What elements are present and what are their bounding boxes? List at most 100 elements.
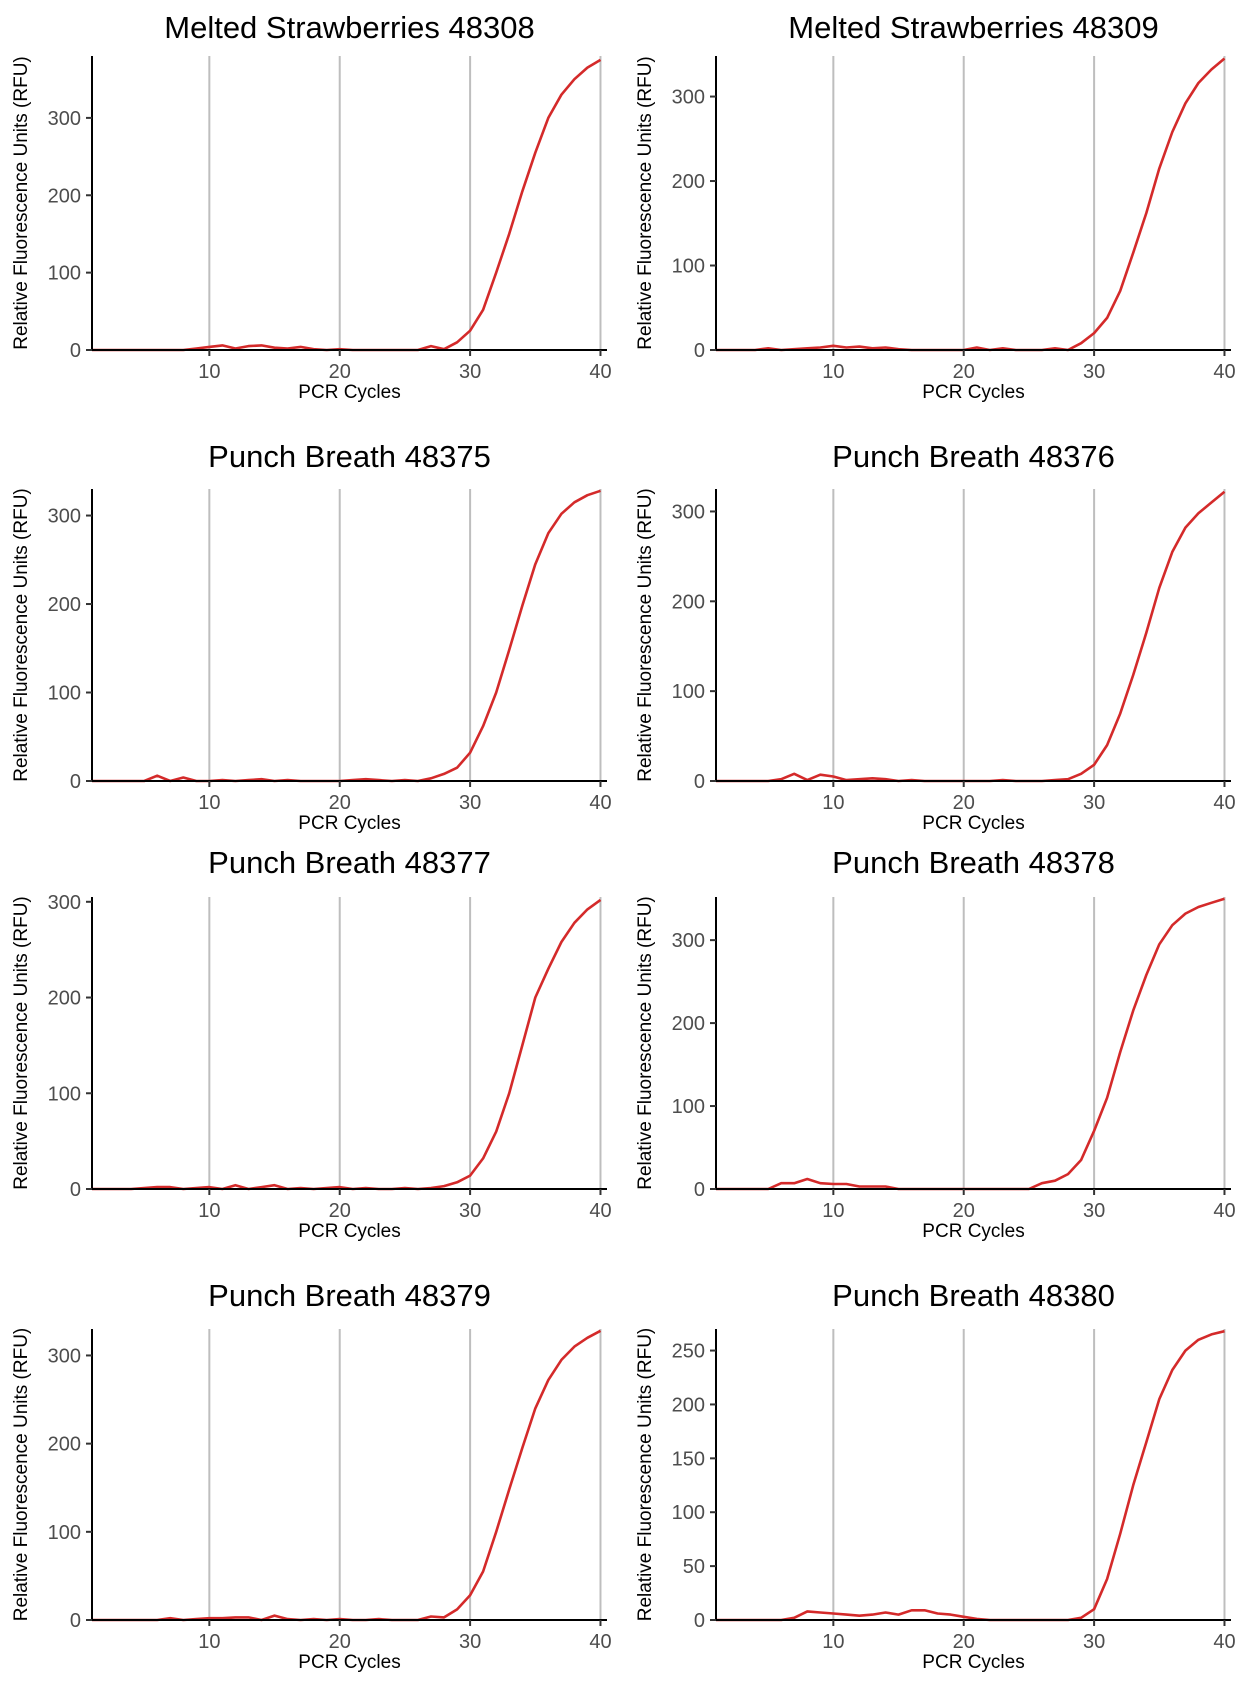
y-axis-label: Relative Fluorescence Units (RFU) (11, 488, 32, 782)
data-curve (716, 1329, 1225, 1622)
y-tick-label: 300 (672, 87, 705, 109)
panel-title: Melted Strawberries 48308 (164, 10, 534, 45)
y-tick-label: 100 (48, 1083, 81, 1105)
x-axis-label: PCR Cycles (298, 1221, 400, 1242)
panel-title: Punch Breath 48377 (208, 845, 491, 880)
panel-1: Melted Strawberries 48308 10 20 30 40 0 100 200… (11, 10, 612, 403)
panel-title: Punch Breath 48378 (832, 845, 1115, 880)
x-tick-label: 10 (198, 361, 220, 383)
y-tick-label: 0 (70, 771, 81, 793)
x-axis-label: PCR Cycles (298, 382, 400, 403)
y-tick-label: 100 (672, 681, 705, 703)
x-tick-label: 40 (1213, 361, 1235, 383)
x-tick-label: 30 (1083, 792, 1105, 814)
x-axis-label: PCR Cycles (922, 1652, 1024, 1673)
y-axis-label: Relative Fluorescence Units (RFU) (635, 896, 656, 1190)
x-tick-label: 30 (459, 792, 481, 814)
y-tick-label: 300 (48, 108, 81, 130)
panel-5: Punch Breath 48377 10 20 30 40 0 100 200 300 PCR … (11, 845, 612, 1242)
y-tick-label: 300 (672, 501, 705, 523)
panel-8: Punch Breath 48380 10 20 30 40 0 50 100 150 200 25… (635, 1278, 1236, 1673)
y-tick-label: 150 (672, 1448, 705, 1470)
x-axis-label: PCR Cycles (922, 813, 1024, 834)
y-tick-label: 0 (694, 1610, 705, 1632)
y-tick-label: 200 (672, 1394, 705, 1416)
x-axis-label: PCR Cycles (922, 382, 1024, 403)
x-tick-label: 40 (589, 1631, 611, 1653)
y-tick-label: 300 (48, 892, 81, 914)
y-tick-label: 250 (672, 1341, 705, 1363)
panel-title: Melted Strawberries 48309 (788, 10, 1158, 45)
y-tick-label: 0 (694, 1179, 705, 1201)
x-tick-label: 20 (329, 361, 351, 383)
y-tick-label: 200 (672, 1013, 705, 1035)
x-tick-label: 10 (822, 792, 844, 814)
y-tick-label: 300 (48, 1345, 81, 1367)
x-tick-label: 40 (589, 361, 611, 383)
data-curve (92, 898, 602, 1191)
y-tick-label: 300 (48, 506, 81, 528)
y-tick-label: 100 (672, 1096, 705, 1118)
y-tick-label: 50 (683, 1556, 705, 1578)
x-tick-label: 30 (459, 1200, 481, 1222)
y-tick-label: 200 (672, 171, 705, 193)
x-tick-label: 10 (822, 1200, 844, 1222)
panel-3: Punch Breath 48375 10 20 30 40 0 100 200 300 PCR … (11, 439, 612, 834)
x-tick-label: 40 (1213, 1631, 1235, 1653)
y-tick-label: 300 (672, 930, 705, 952)
x-tick-label: 40 (589, 792, 611, 814)
x-tick-label: 30 (1083, 1200, 1105, 1222)
x-axis-label: PCR Cycles (922, 1221, 1024, 1242)
y-tick-label: 200 (672, 591, 705, 613)
data-curve (92, 58, 602, 352)
x-tick-label: 20 (953, 792, 975, 814)
x-tick-label: 20 (329, 792, 351, 814)
y-tick-label: 200 (48, 594, 81, 616)
y-tick-label: 200 (48, 185, 81, 207)
y-axis-label: Relative Fluorescence Units (RFU) (635, 488, 656, 782)
panel-title: Punch Breath 48375 (208, 439, 491, 474)
panel-4: Punch Breath 48376 10 20 30 40 0 100 200 300 PCR … (635, 439, 1236, 834)
x-axis-label: PCR Cycles (298, 1652, 400, 1673)
data-curve (716, 57, 1226, 352)
x-tick-label: 20 (329, 1631, 351, 1653)
y-tick-label: 0 (70, 340, 81, 362)
x-tick-label: 10 (822, 361, 844, 383)
x-tick-label: 10 (198, 1631, 220, 1653)
x-axis-label: PCR Cycles (298, 813, 400, 834)
x-tick-label: 10 (198, 792, 220, 814)
x-tick-label: 20 (953, 1200, 975, 1222)
data-curve (92, 1329, 602, 1622)
y-tick-label: 100 (672, 256, 705, 278)
y-tick-label: 0 (70, 1179, 81, 1201)
y-tick-label: 0 (694, 771, 705, 793)
data-curve (92, 489, 601, 783)
y-tick-label: 100 (672, 1502, 705, 1524)
y-axis-label: Relative Fluorescence Units (RFU) (11, 896, 32, 1190)
x-tick-label: 30 (1083, 361, 1105, 383)
data-curve (716, 490, 1226, 783)
x-tick-label: 30 (459, 1631, 481, 1653)
y-tick-label: 100 (48, 1522, 81, 1544)
x-tick-label: 30 (459, 361, 481, 383)
y-tick-label: 200 (48, 1434, 81, 1456)
data-curve (716, 897, 1225, 1191)
panel-title: Punch Breath 48380 (832, 1278, 1115, 1313)
y-axis-label: Relative Fluorescence Units (RFU) (635, 1328, 656, 1622)
y-tick-label: 100 (48, 683, 81, 705)
panel-2: Melted Strawberries 48309 10 20 30 40 0 100 200… (635, 10, 1236, 403)
y-tick-label: 200 (48, 988, 81, 1010)
y-axis-label: Relative Fluorescence Units (RFU) (11, 56, 32, 350)
x-tick-label: 20 (329, 1200, 351, 1222)
y-tick-label: 0 (694, 340, 705, 362)
x-tick-label: 40 (1213, 792, 1235, 814)
panel-title: Punch Breath 48379 (208, 1278, 491, 1313)
x-tick-label: 30 (1083, 1631, 1105, 1653)
x-tick-label: 10 (822, 1631, 844, 1653)
panel-6: Punch Breath 48378 10 20 30 40 0 100 200 300 PCR … (635, 845, 1236, 1242)
panel-7: Punch Breath 48379 10 20 30 40 0 100 200 300 PCR … (11, 1278, 612, 1673)
y-tick-label: 100 (48, 263, 81, 285)
x-tick-label: 40 (1213, 1200, 1235, 1222)
panel-title: Punch Breath 48376 (832, 439, 1115, 474)
